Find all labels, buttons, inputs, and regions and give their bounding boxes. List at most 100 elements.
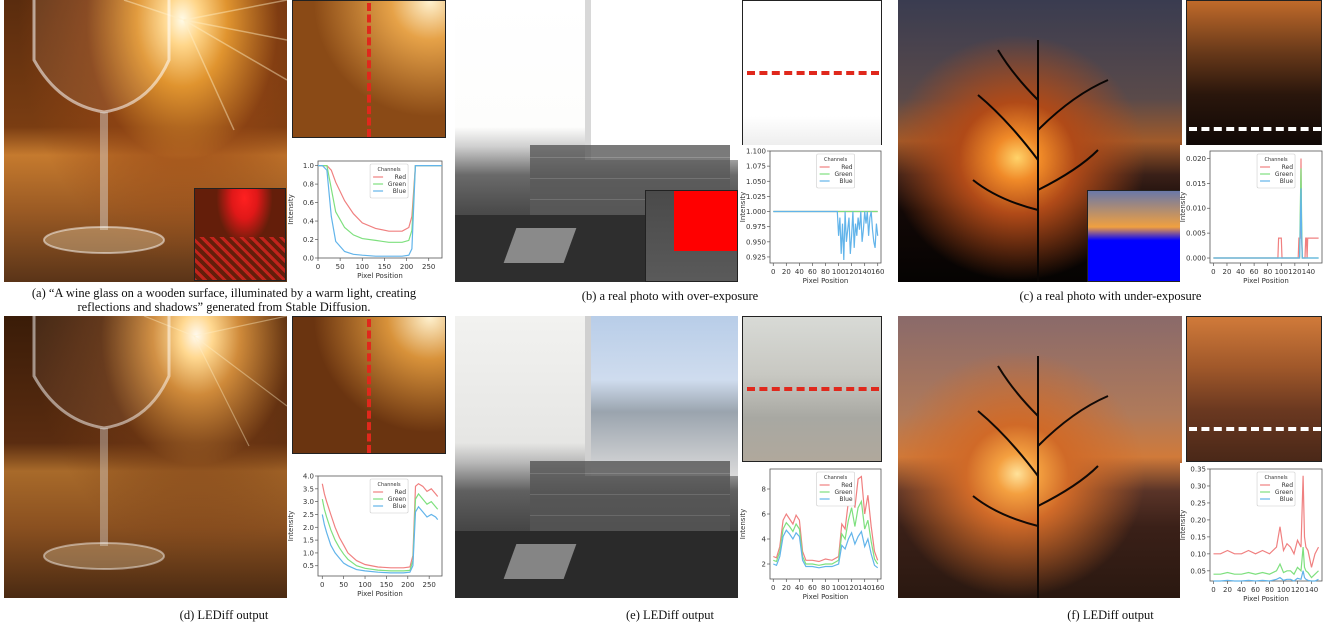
y-tick-label: 0.015 (1186, 180, 1206, 188)
x-tick-label: 100 (1275, 268, 1288, 276)
kitchen-window (585, 0, 738, 160)
y-axis-label: Intensity (288, 194, 295, 224)
y-tick-label: 0.950 (746, 238, 766, 246)
legend-label-red: Red (841, 164, 853, 171)
legend-title: Channels (824, 157, 848, 163)
x-tick-label: 250 (422, 581, 435, 589)
x-tick-label: 150 (380, 581, 393, 589)
x-tick-label: 0 (1211, 586, 1215, 594)
y-tick-label: 0.0 (303, 255, 314, 263)
x-tick-label: 0 (316, 263, 320, 271)
x-tick-label: 100 (358, 581, 371, 589)
y-tick-label: 2.0 (303, 524, 314, 532)
x-tick-label: 0 (320, 581, 324, 589)
x-tick-label: 80 (1265, 586, 1274, 594)
y-tick-label: 3.5 (303, 485, 314, 493)
series-line-red (1213, 158, 1319, 259)
y-tick-label: 0.15 (1190, 533, 1206, 541)
x-axis-label: Pixel Position (357, 590, 403, 598)
x-tick-label: 20 (1223, 586, 1232, 594)
x-tick-label: 40 (1237, 586, 1246, 594)
caption-f: (f) LEDiff output (1067, 608, 1154, 622)
x-tick-label: 250 (422, 263, 435, 271)
x-tick-label: 120 (845, 584, 858, 592)
plant-silhouette (972, 40, 1109, 282)
legend-label-red: Red (395, 174, 407, 181)
legend-label-blue: Blue (393, 503, 407, 510)
clipping-mask-inset-c (1087, 190, 1182, 282)
legend-title: Channels (1264, 475, 1288, 481)
x-tick-label: 20 (782, 584, 791, 592)
y-axis-label: Intensity (740, 509, 747, 539)
legend-box (1256, 471, 1296, 507)
intensity-plot-e: 0 20 40 60 80 100 120 140 160 2 4 6 8 Pixel Position I… (740, 463, 885, 601)
x-tick-label: 160 (871, 268, 884, 276)
y-axis-label: Intensity (740, 192, 747, 222)
legend-label-blue: Blue (839, 496, 853, 503)
x-tick-label: 80 (1263, 268, 1272, 276)
crop-d (292, 316, 446, 454)
x-tick-label: 140 (858, 584, 871, 592)
series-line-red (321, 482, 439, 569)
y-tick-label: 1.0 (303, 549, 314, 557)
x-tick-label: 200 (401, 581, 414, 589)
x-tick-label: 20 (1223, 268, 1232, 276)
y-tick-label: 1.0 (303, 162, 314, 170)
y-tick-label: 0.20 (1190, 516, 1206, 524)
y-tick-label: 1.025 (746, 193, 766, 201)
y-tick-label: 0.30 (1190, 482, 1206, 490)
x-tick-label: 60 (1250, 268, 1259, 276)
legend-label-green: Green (834, 171, 852, 178)
scanline-marker-f (1189, 427, 1321, 431)
legend-label-blue: Blue (393, 188, 407, 195)
series-line-red (773, 475, 879, 563)
y-tick-label: 6 (762, 511, 767, 519)
y-tick-label: 0.6 (303, 199, 315, 207)
x-tick-label: 40 (795, 268, 804, 276)
y-tick-label: 3.0 (303, 498, 314, 506)
series-line-blue (773, 529, 879, 569)
y-tick-label: 1.000 (746, 208, 766, 216)
wine-glass-illustration-d (32, 316, 287, 570)
crop-c (1186, 0, 1322, 146)
y-tick-label: 4.0 (303, 473, 314, 481)
x-tick-label: 120 (845, 268, 858, 276)
y-tick-label: 0.005 (1186, 230, 1206, 238)
y-tick-label: 2 (762, 561, 766, 569)
clipping-mask-inset (194, 188, 286, 281)
x-tick-label: 150 (378, 263, 391, 271)
x-axis-label: Pixel Position (1243, 277, 1289, 285)
x-axis-label: Pixel Position (357, 272, 403, 280)
series-line-red (1213, 475, 1320, 568)
series-line-blue (321, 505, 439, 574)
legend-title: Channels (378, 167, 402, 173)
series-line-red (318, 165, 442, 232)
caption-e: (e) LEDiff output (626, 608, 714, 622)
wine-glass-illustration (32, 0, 287, 254)
y-tick-label: 1.050 (746, 178, 766, 186)
scanline-marker-b (747, 71, 879, 75)
legend-label-blue: Blue (1280, 178, 1294, 185)
legend-title: Channels (1264, 157, 1288, 163)
series-line-green (318, 165, 442, 243)
y-tick-label: 0.8 (303, 181, 314, 189)
x-tick-label: 50 (336, 263, 345, 271)
y-tick-label: 0.925 (746, 253, 766, 261)
x-tick-label: 140 (1305, 586, 1318, 594)
x-tick-label: 80 (821, 268, 830, 276)
x-tick-label: 140 (1302, 268, 1315, 276)
x-tick-label: 60 (1251, 586, 1260, 594)
x-tick-label: 140 (858, 268, 871, 276)
y-tick-label: 1.100 (746, 148, 766, 156)
series-line-blue (1213, 188, 1319, 259)
clipping-mask-inset-b (645, 190, 738, 282)
y-tick-label: 0.05 (1190, 567, 1206, 575)
x-tick-label: 200 (400, 263, 413, 271)
y-axis-label: Intensity (288, 511, 295, 541)
kitchen-lediff-photo (455, 316, 738, 598)
x-tick-label: 50 (339, 581, 348, 589)
x-tick-label: 120 (1291, 586, 1304, 594)
legend-title: Channels (378, 482, 402, 488)
